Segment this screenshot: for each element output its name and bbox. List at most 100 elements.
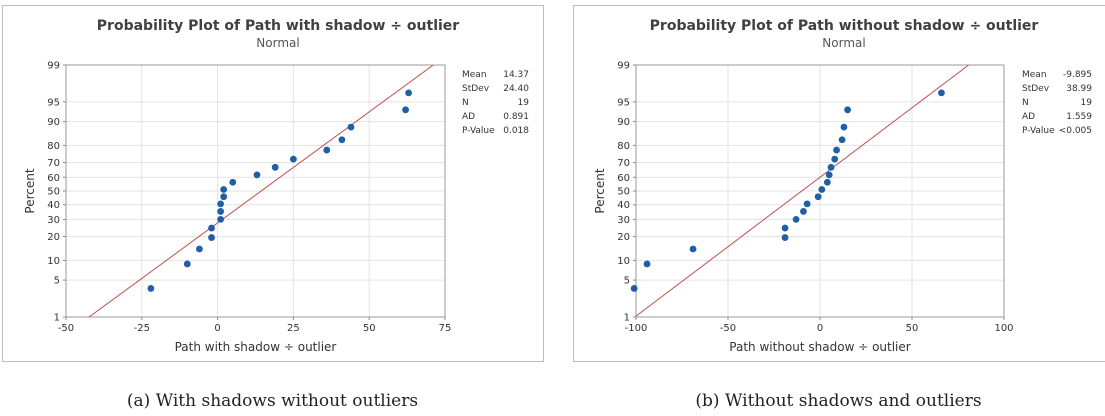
stat-value: -9.895 [1063, 70, 1092, 80]
stat-value: 0.891 [503, 112, 529, 122]
data-point [290, 155, 297, 163]
y-tick-label: 40 [47, 200, 60, 211]
data-point [689, 245, 697, 253]
probability-plot-without-shadow: Probability Plot of Path without shadow … [573, 5, 1105, 362]
chart-subtitle: Normal [822, 36, 865, 50]
data-point [147, 285, 155, 292]
stat-label: StDev [1022, 84, 1050, 94]
stat-value: 24.40 [503, 84, 529, 94]
x-tick-label: -50 [58, 323, 74, 334]
data-point [217, 200, 225, 208]
y-tick-label: 90 [617, 117, 630, 128]
data-point [781, 224, 789, 232]
y-tick-label: 50 [47, 187, 60, 198]
stat-label: P-Value [1022, 126, 1055, 136]
x-tick-label: 0 [817, 323, 823, 334]
fit-line [88, 65, 435, 317]
y-axis-label: Percent [593, 168, 607, 213]
stat-value: <0.005 [1059, 126, 1092, 136]
data-point [803, 200, 811, 208]
data-point [827, 163, 835, 171]
y-tick-label: 5 [624, 276, 630, 287]
probability-plot-svg: Probability Plot of Path without shadow … [593, 18, 1093, 354]
stat-label: P-Value [462, 126, 495, 136]
stat-value: 38.99 [1066, 84, 1092, 94]
x-tick-label: -25 [134, 323, 150, 334]
data-point [338, 136, 346, 144]
y-tick-label: 70 [47, 158, 60, 169]
x-tick-label: -100 [625, 323, 648, 334]
y-axis-label: Percent [23, 168, 37, 213]
data-point [833, 146, 840, 154]
data-point [220, 186, 228, 193]
data-point [814, 193, 822, 201]
stat-value: 19 [518, 98, 530, 108]
stat-value: 14.37 [503, 70, 529, 80]
stat-value: 0.018 [503, 126, 529, 136]
x-axis-label: Path without shadow ÷ outlier [729, 340, 910, 354]
stat-label: AD [462, 112, 475, 122]
data-point [347, 123, 355, 131]
y-tick-label: 40 [617, 200, 630, 211]
data-point [217, 208, 225, 215]
y-tick-label: 80 [47, 141, 60, 152]
y-tick-label: 60 [47, 173, 60, 184]
y-tick-label: 99 [617, 61, 630, 72]
plot-frame [635, 64, 1005, 318]
y-tick-label: 95 [617, 97, 630, 108]
data-point [220, 193, 228, 201]
data-point [402, 106, 409, 114]
chart-title: Probability Plot of Path without shadow … [650, 18, 1039, 34]
caption-b: (b) Without shadows and outliers [695, 391, 982, 411]
data-point [792, 216, 800, 223]
stat-label: N [462, 98, 469, 108]
plot-frame [65, 64, 446, 318]
y-tick-label: 20 [617, 232, 630, 243]
data-point [643, 260, 651, 268]
y-tick-label: 95 [47, 97, 60, 108]
data-point [229, 178, 237, 186]
x-tick-label: 25 [287, 323, 300, 334]
stat-label: Mean [462, 70, 487, 80]
y-tick-label: 1 [54, 313, 60, 324]
data-point [800, 208, 807, 215]
fit-line [636, 65, 970, 317]
x-tick-label: 50 [363, 323, 376, 334]
y-tick-label: 10 [47, 256, 60, 267]
stat-label: AD [1022, 112, 1035, 122]
data-point [271, 163, 279, 171]
x-tick-label: -50 [720, 323, 736, 334]
stat-label: StDev [462, 84, 490, 94]
data-point [831, 155, 839, 163]
y-tick-label: 10 [617, 256, 630, 267]
y-tick-label: 30 [617, 215, 630, 226]
data-point [405, 89, 413, 97]
probability-plot-svg: Probability Plot of Path with shadow ÷ o… [23, 18, 530, 354]
data-point [844, 106, 851, 114]
data-point [938, 89, 945, 97]
chart-subtitle: Normal [256, 36, 299, 50]
data-point [781, 234, 789, 241]
x-axis-label: Path with shadow ÷ outlier [175, 340, 337, 354]
y-tick-label: 30 [47, 215, 60, 226]
data-point [838, 136, 846, 144]
data-point [253, 171, 261, 179]
data-point [217, 216, 225, 223]
data-point [323, 146, 331, 154]
stat-value: 19 [1081, 98, 1093, 108]
y-tick-label: 5 [54, 276, 60, 287]
y-tick-label: 80 [617, 141, 630, 152]
x-tick-label: 0 [214, 323, 220, 334]
stat-label: N [1022, 98, 1029, 108]
data-point [196, 245, 203, 253]
x-tick-label: 50 [906, 323, 919, 334]
data-point [208, 234, 215, 241]
stat-label: Mean [1022, 70, 1047, 80]
y-tick-label: 70 [617, 158, 630, 169]
x-tick-label: 75 [439, 323, 452, 334]
y-tick-label: 60 [617, 173, 630, 184]
data-point [840, 123, 848, 131]
y-tick-label: 1 [624, 313, 630, 324]
caption-a: (a) With shadows without outliers [126, 391, 419, 411]
data-point [208, 224, 215, 232]
